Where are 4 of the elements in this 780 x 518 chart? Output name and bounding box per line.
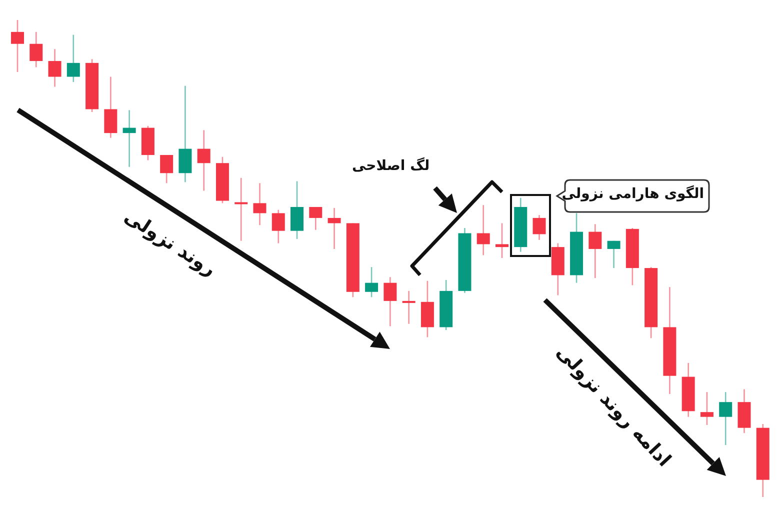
- annotation: الگوی هارامی نزولی: [562, 186, 704, 202]
- annotation: ادامه روند نزولی: [552, 340, 676, 472]
- annotation: لگ اصلاحی: [352, 158, 430, 174]
- annotation: روند نزولی: [120, 205, 220, 281]
